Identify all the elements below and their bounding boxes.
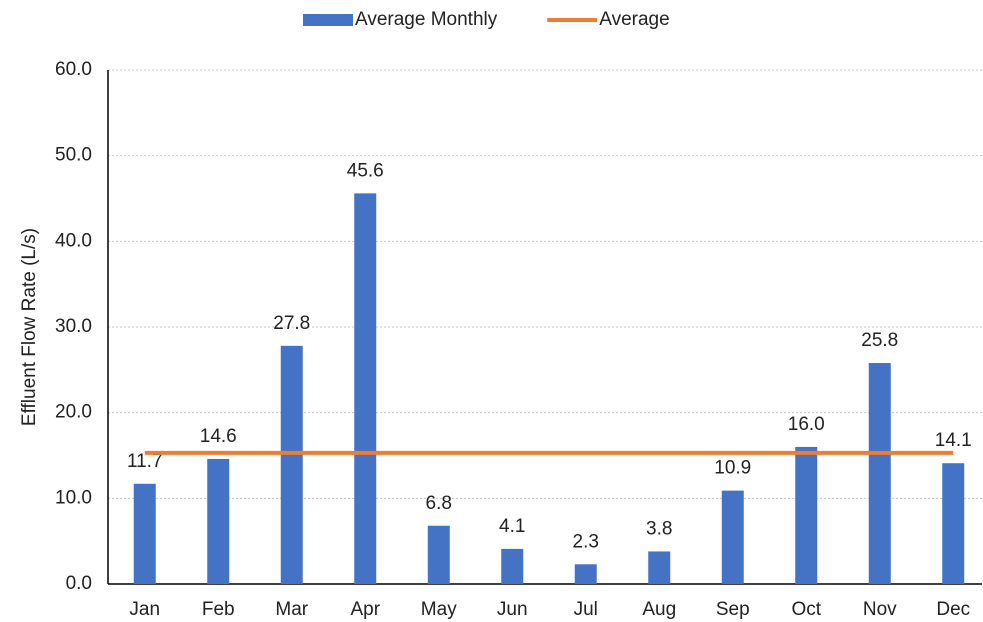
data-label: 6.8 [426,493,452,514]
bar [501,548,524,584]
x-tick-label: Jul [574,599,598,620]
bar [354,193,377,585]
data-label: 10.9 [714,458,751,479]
bar [133,483,156,584]
data-label: 25.8 [861,330,898,351]
x-tick-label: Apr [350,599,380,620]
bar [280,345,303,584]
y-tick-label: 10.0 [55,487,92,508]
legend-label: Average [599,9,669,30]
bar [574,564,597,584]
y-tick-label: 30.0 [55,316,92,337]
x-tick-label: Nov [863,599,897,620]
x-tick-label: Mar [275,599,308,620]
bar [942,463,965,584]
data-label: 11.7 [127,451,163,472]
data-label: 27.8 [273,313,310,334]
y-tick-label: 0.0 [66,573,92,594]
bar [721,490,744,584]
y-axis-title: Effluent Flow Rate (L/s) [19,228,40,426]
bar [648,551,671,584]
data-label: 14.6 [200,426,237,447]
data-label: 4.1 [499,516,525,537]
data-label: 3.8 [646,518,672,539]
x-tick-label: Jan [129,599,160,620]
x-tick-label: Oct [791,599,821,620]
y-tick-label: 50.0 [55,145,92,166]
y-tick-label: 20.0 [55,402,92,423]
y-tick-label: 60.0 [55,59,92,80]
x-tick-label: Sep [716,599,750,620]
bar [795,446,818,584]
legend-swatch [303,14,353,26]
x-tick-label: Aug [642,599,676,620]
x-tick-label: Jun [497,599,528,620]
x-tick-label: Dec [936,599,970,620]
x-tick-label: May [421,599,457,620]
data-label: 14.1 [935,430,972,451]
bar [868,362,891,584]
x-tick-label: Feb [202,599,235,620]
data-label: 2.3 [573,531,599,552]
bar [427,525,450,584]
data-label: 16.0 [788,414,825,435]
bar [207,458,230,584]
legend-label: Average Monthly [355,9,498,30]
y-tick-label: 40.0 [55,230,92,251]
data-label: 45.6 [347,160,384,181]
